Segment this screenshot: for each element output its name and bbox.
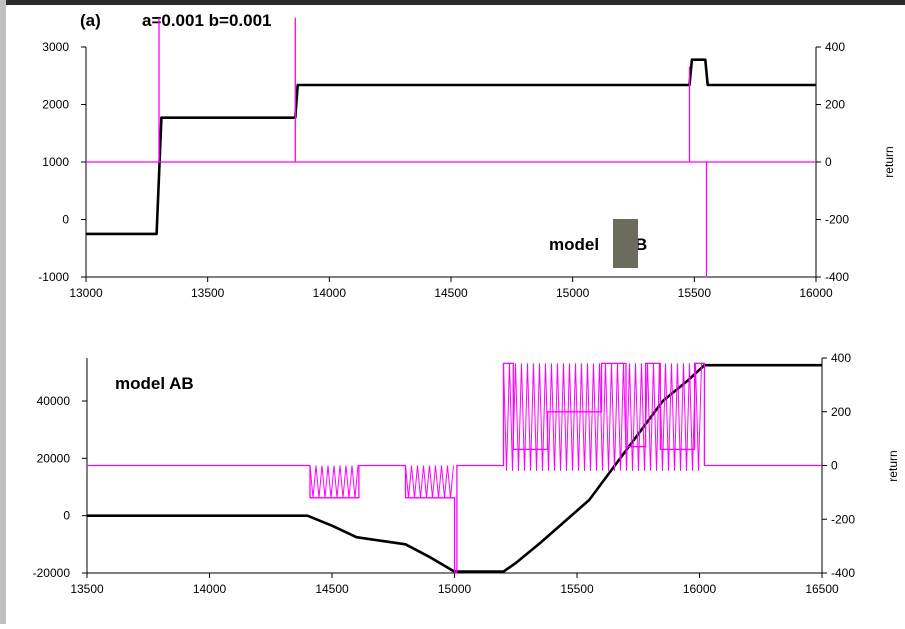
series-2-oscillation-band-2 [405, 465, 454, 498]
annotation-tail: B [635, 235, 647, 254]
y2-tick-label: 0 [831, 459, 838, 473]
x-tick-label: 14500 [315, 582, 349, 596]
y2-tick-label: -400 [825, 270, 849, 284]
x-tick-label: 13000 [69, 286, 103, 300]
series-2-oscillation-band-1 [309, 465, 359, 498]
y2-tick-label: -400 [831, 566, 855, 580]
y2-tick-label: 400 [831, 351, 851, 365]
y-tick-label: -20000 [33, 566, 71, 580]
y2-tick-label: 0 [825, 155, 832, 169]
x-tick-label: 13500 [191, 286, 225, 300]
series-2-line [87, 362, 822, 574]
y2-tick-label: -200 [825, 213, 849, 227]
x-tick-label: 16000 [799, 286, 833, 300]
y-tick-label: -1000 [38, 270, 69, 284]
x-tick-label: 15000 [438, 582, 472, 596]
left-frame-strip [0, 0, 6, 624]
series-2-oscillation-band-3 [503, 363, 702, 471]
x-tick-label: 15000 [556, 286, 590, 300]
x-tick-label: 16500 [805, 582, 839, 596]
y-tick-label: 20000 [37, 451, 71, 465]
x-tick-label: 15500 [678, 286, 712, 300]
chart-annotation: model AB [115, 374, 194, 393]
x-tick-label: 13500 [70, 582, 104, 596]
y2-tick-label: 200 [825, 98, 845, 112]
y2-axis-label: return [886, 450, 900, 481]
y-tick-label: 0 [62, 213, 69, 227]
y2-tick-label: 200 [831, 405, 851, 419]
y-tick-label: 40000 [37, 394, 71, 408]
y-tick-label: 2000 [42, 98, 69, 112]
panel-label: (a) [80, 11, 101, 30]
x-tick-label: 14000 [313, 286, 347, 300]
charts-group: 13000 13500 14000 14500 15000 15500 16000 -1000… [33, 17, 900, 596]
y2-tick-label: 400 [825, 40, 845, 54]
x-tick-label: 14500 [434, 286, 468, 300]
series-2-line [86, 17, 816, 278]
figure-title: a=0.001 b=0.001 [142, 11, 272, 30]
chart-annotation: model [549, 235, 599, 254]
x-tick-label: 14000 [193, 582, 227, 596]
series-1-line [86, 58, 816, 236]
x-tick-label: 16000 [683, 582, 717, 596]
y-tick-label: 1000 [42, 155, 69, 169]
occluding-box [613, 219, 638, 268]
y-tick-label: 3000 [42, 40, 69, 54]
y2-tick-label: -200 [831, 512, 855, 526]
y-tick-label: 0 [63, 509, 70, 523]
chart-panel-1: 13000 13500 14000 14500 15000 15500 16000 -1000… [38, 17, 896, 300]
y2-axis-label: return [882, 146, 896, 177]
chart-panel-2: 13500 14000 14500 15000 15500 16000 16500-2000… [33, 351, 900, 596]
top-frame-strip [0, 0, 905, 5]
x-tick-label: 15500 [560, 582, 594, 596]
